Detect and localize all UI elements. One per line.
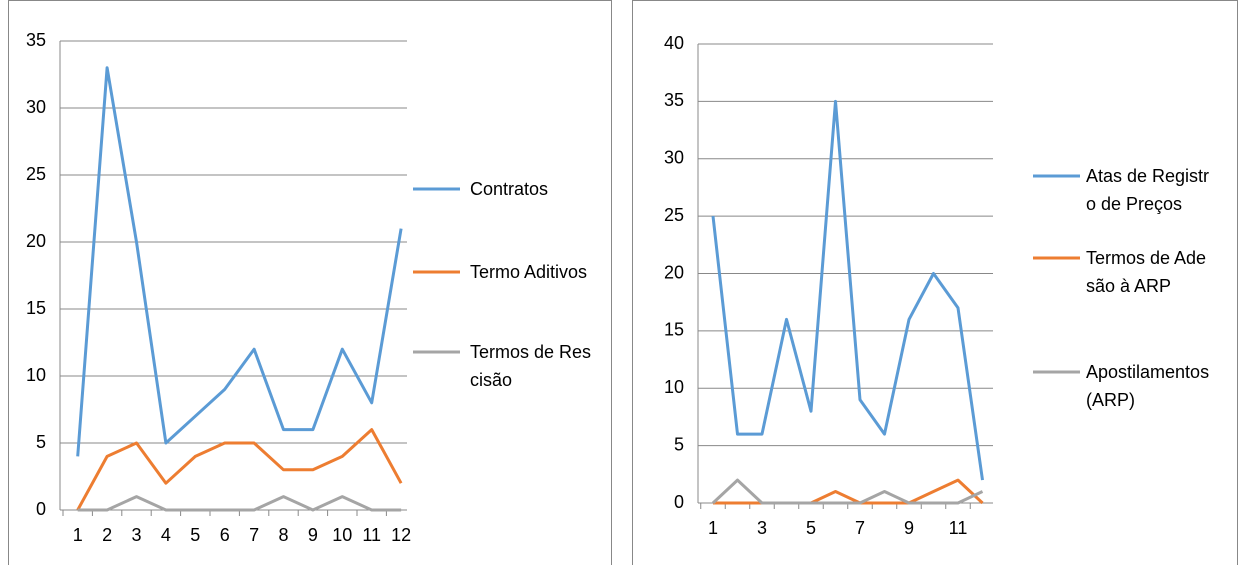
legend-label: Atas de Registro de Preços	[1086, 166, 1210, 214]
x-tick-label: 8	[278, 525, 288, 545]
x-tick-label: 3	[131, 525, 141, 545]
x-tick-label: 7	[855, 518, 865, 538]
y-tick-label: 35	[664, 90, 684, 110]
series-line	[711, 99, 984, 481]
y-tick-label: 30	[664, 148, 684, 168]
x-tick-label: 7	[249, 525, 259, 545]
series-line	[76, 428, 403, 511]
x-tick-label: 9	[308, 525, 318, 545]
y-tick-label: 35	[26, 30, 46, 50]
x-tick-label: 6	[220, 525, 230, 545]
x-tick-label: 11	[362, 525, 381, 545]
y-tick-label: 0	[36, 499, 46, 519]
x-tick-label: 3	[757, 518, 767, 538]
x-tick-label: 9	[904, 518, 914, 538]
y-tick-label: 5	[674, 434, 684, 454]
x-tick-label: 2	[102, 525, 112, 545]
x-tick-label: 12	[391, 525, 411, 545]
legend-label: Contratos	[470, 179, 549, 199]
series-line	[713, 478, 984, 505]
y-tick-label: 10	[26, 365, 46, 385]
y-tick-label: 0	[674, 492, 684, 512]
y-tick-label: 15	[664, 320, 684, 340]
x-tick-label: 10	[332, 525, 352, 545]
series-line	[711, 478, 984, 505]
legend-label: Termos de Rescisão	[470, 342, 592, 390]
x-tick-label: 5	[190, 525, 200, 545]
y-tick-label: 10	[664, 377, 684, 397]
legend-label: Apostilamentos (ARP)	[1086, 362, 1210, 410]
x-tick-label: 5	[806, 518, 816, 538]
x-tick-label: 1	[708, 518, 718, 538]
legend-label: Termos de Adesão à ARP	[1086, 248, 1207, 296]
chart-frame	[8, 0, 612, 565]
x-tick-label: 1	[73, 525, 83, 545]
series-line	[77, 495, 402, 512]
y-tick-label: 20	[26, 231, 46, 251]
y-tick-label: 25	[26, 164, 46, 184]
y-tick-label: 15	[26, 298, 46, 318]
chart-frame	[632, 0, 1238, 565]
y-tick-label: 25	[664, 205, 684, 225]
series-line	[76, 66, 403, 457]
x-tick-label: 11	[949, 518, 968, 538]
y-tick-label: 5	[36, 432, 46, 452]
x-tick-label: 4	[161, 525, 171, 545]
y-tick-label: 20	[664, 262, 684, 282]
y-tick-label: 30	[26, 97, 46, 117]
y-tick-label: 40	[664, 33, 684, 53]
legend-label: Termo Aditivos	[470, 262, 588, 282]
